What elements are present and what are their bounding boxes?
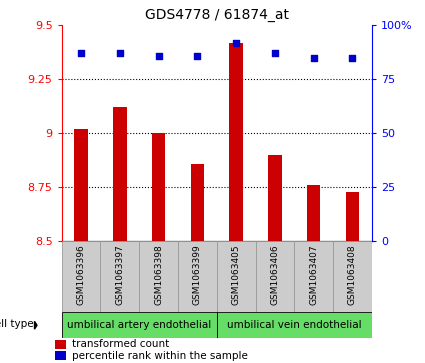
- Point: [116, 50, 123, 56]
- Point: [233, 40, 240, 46]
- Point: [349, 55, 356, 61]
- Bar: [230, 43, 243, 241]
- Text: percentile rank within the sample: percentile rank within the sample: [72, 351, 248, 361]
- Point: [310, 55, 317, 61]
- Bar: [333, 241, 372, 312]
- Title: GDS4778 / 61874_at: GDS4778 / 61874_at: [145, 8, 289, 22]
- Bar: [100, 241, 139, 312]
- Text: GSM1063396: GSM1063396: [76, 244, 85, 305]
- Point: [78, 50, 85, 56]
- Text: umbilical artery endothelial: umbilical artery endothelial: [67, 320, 211, 330]
- Bar: [152, 133, 165, 241]
- Bar: [62, 241, 100, 312]
- Bar: [74, 129, 88, 241]
- Text: cell type: cell type: [0, 319, 34, 329]
- Text: GSM1063405: GSM1063405: [232, 244, 241, 305]
- Bar: [178, 241, 217, 312]
- Bar: [55, 340, 66, 349]
- Bar: [190, 164, 204, 241]
- Point: [155, 53, 162, 58]
- Bar: [346, 192, 359, 241]
- Text: GSM1063399: GSM1063399: [193, 244, 202, 305]
- Text: GSM1063397: GSM1063397: [115, 244, 124, 305]
- Bar: [217, 241, 255, 312]
- Bar: [217, 312, 372, 338]
- Bar: [139, 241, 178, 312]
- Bar: [55, 351, 66, 360]
- Text: umbilical vein endothelial: umbilical vein endothelial: [227, 320, 362, 330]
- Text: GSM1063407: GSM1063407: [309, 244, 318, 305]
- Point: [272, 50, 278, 56]
- Text: GSM1063398: GSM1063398: [154, 244, 163, 305]
- Bar: [294, 241, 333, 312]
- Bar: [255, 241, 294, 312]
- Polygon shape: [34, 321, 37, 329]
- Point: [194, 53, 201, 58]
- Bar: [113, 107, 127, 241]
- Bar: [62, 312, 217, 338]
- Text: transformed count: transformed count: [72, 339, 170, 350]
- Bar: [307, 185, 320, 241]
- Text: GSM1063408: GSM1063408: [348, 244, 357, 305]
- Bar: [268, 155, 282, 241]
- Text: GSM1063406: GSM1063406: [270, 244, 279, 305]
